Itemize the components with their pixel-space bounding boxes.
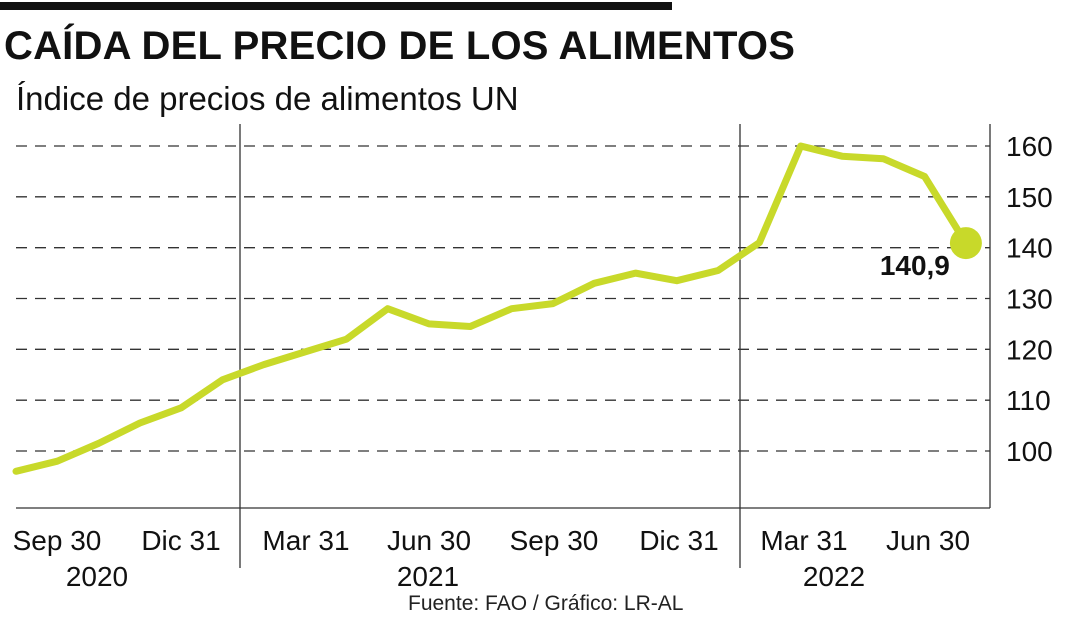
- year-label: 2020: [66, 561, 128, 592]
- y-tick-label: 100: [1006, 436, 1053, 467]
- x-tick-label: Dic 31: [639, 525, 718, 556]
- x-tick-label: Sep 30: [510, 525, 599, 556]
- x-tick-label: Mar 31: [262, 525, 349, 556]
- x-tick-label: Jun 30: [886, 525, 970, 556]
- y-tick-label: 130: [1006, 284, 1053, 315]
- end-point-label: 140,9: [880, 250, 950, 281]
- year-label: 2022: [803, 561, 865, 592]
- x-tick-label: Mar 31: [760, 525, 847, 556]
- x-tick-label: Dic 31: [141, 525, 220, 556]
- year-label: 2021: [397, 561, 459, 592]
- y-tick-label: 140: [1006, 233, 1053, 264]
- y-tick-label: 150: [1006, 182, 1053, 213]
- gridlines: [16, 146, 990, 451]
- end-point-marker: [950, 227, 982, 259]
- y-tick-label: 160: [1006, 131, 1053, 162]
- axes: [16, 124, 990, 568]
- series-layer: [16, 146, 982, 471]
- source-note: Fuente: FAO / Gráfico: LR-AL: [408, 592, 683, 616]
- series-line: [16, 146, 966, 471]
- y-tick-label: 120: [1006, 334, 1053, 365]
- x-tick-label: Jun 30: [387, 525, 471, 556]
- labels-layer: 100 110 120 130 140 150 160 Sep 30 Dic 31 Mar 31 J…: [13, 131, 1053, 592]
- x-tick-label: Sep 30: [13, 525, 102, 556]
- y-tick-label: 110: [1006, 385, 1051, 416]
